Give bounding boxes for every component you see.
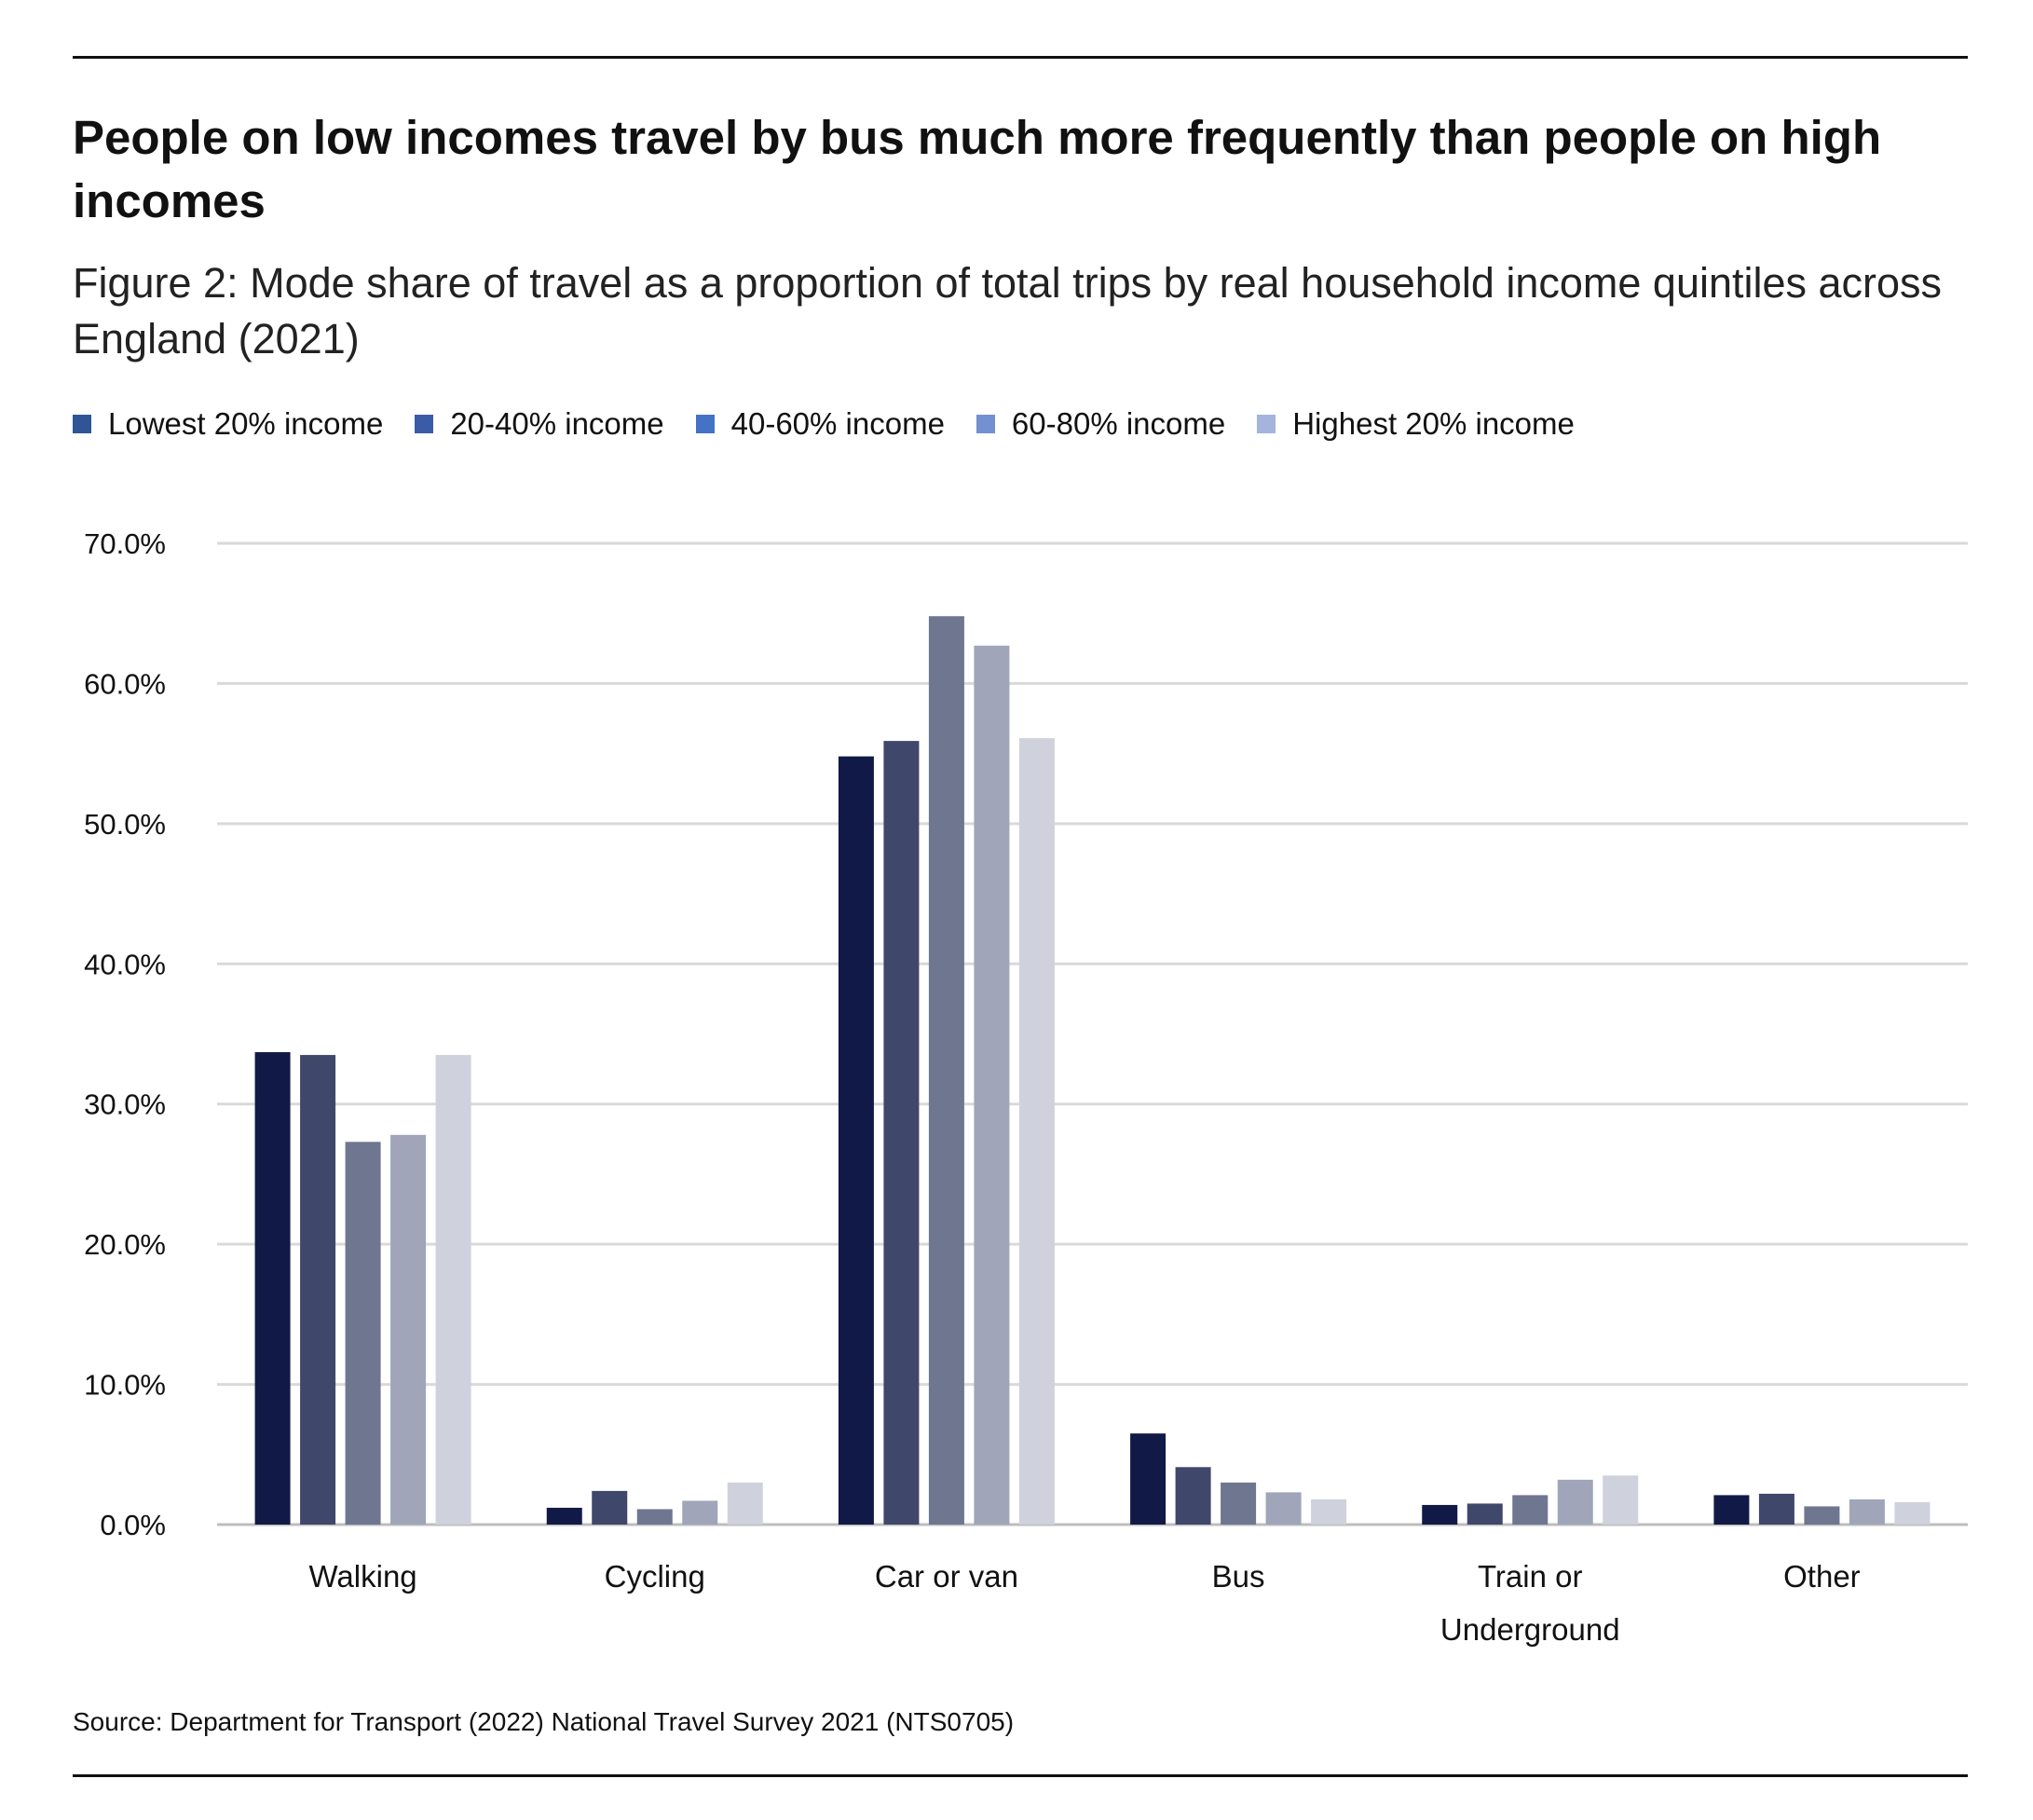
y-tick-label: 0.0% bbox=[100, 1509, 166, 1541]
y-tick-label: 20.0% bbox=[84, 1228, 166, 1261]
bar bbox=[390, 1134, 427, 1525]
y-tick-label: 50.0% bbox=[84, 808, 166, 841]
bar bbox=[546, 1507, 582, 1525]
x-category-label: Cycling bbox=[605, 1559, 705, 1594]
bar bbox=[682, 1500, 718, 1525]
y-tick-label: 40.0% bbox=[84, 948, 166, 980]
legend-label: Highest 20% income bbox=[1292, 406, 1575, 441]
bar bbox=[883, 741, 920, 1525]
y-tick-label: 10.0% bbox=[84, 1369, 166, 1402]
legend-label: 60-80% income bbox=[1011, 406, 1226, 441]
legend-item: 20-40% income bbox=[415, 406, 664, 442]
legend-item: Highest 20% income bbox=[1257, 406, 1575, 442]
bar bbox=[1467, 1503, 1503, 1525]
bar bbox=[1422, 1504, 1458, 1525]
bar bbox=[1557, 1479, 1593, 1525]
x-category-label: Car or van bbox=[875, 1559, 1018, 1594]
top-rule bbox=[73, 56, 1968, 59]
y-tick-label: 70.0% bbox=[84, 527, 166, 560]
bar bbox=[1713, 1495, 1750, 1525]
legend-swatch bbox=[976, 415, 995, 433]
bar bbox=[974, 645, 1010, 1525]
bar bbox=[727, 1482, 763, 1525]
bar bbox=[1603, 1475, 1639, 1525]
bottom-rule bbox=[73, 1774, 1968, 1777]
bar bbox=[1894, 1501, 1931, 1525]
x-category-label: Train or bbox=[1478, 1559, 1582, 1594]
bar bbox=[928, 616, 964, 1525]
legend-label: 40-60% income bbox=[730, 406, 945, 441]
legend-swatch bbox=[1257, 415, 1276, 433]
legend-label: Lowest 20% income bbox=[108, 406, 384, 441]
x-category-label: Walking bbox=[309, 1559, 417, 1594]
x-category-label: Other bbox=[1783, 1559, 1861, 1594]
bar-chart: 0.0% 10.0% 20.0% 30.0% 40.0% 50.0% 60.0% 70.0% W… bbox=[84, 527, 1968, 1647]
x-category-label: Underground bbox=[1440, 1612, 1620, 1647]
legend-item: Lowest 20% income bbox=[73, 406, 383, 442]
chart-subtitle: Figure 2: Mode share of travel as a prop… bbox=[73, 259, 1943, 363]
bar bbox=[1175, 1467, 1211, 1525]
bar bbox=[1130, 1433, 1167, 1525]
bar bbox=[1265, 1492, 1302, 1525]
x-category-label: Bus bbox=[1212, 1559, 1265, 1594]
bar bbox=[1804, 1506, 1840, 1525]
legend-item: 40-60% income bbox=[695, 406, 945, 442]
source-note: Source: Department for Transport (2022) … bbox=[73, 1707, 1015, 1736]
bar bbox=[1311, 1498, 1347, 1525]
bar bbox=[435, 1055, 471, 1525]
legend-swatch bbox=[73, 415, 91, 433]
legend-swatch bbox=[695, 415, 715, 433]
chart-title: People on low incomes travel by bus much… bbox=[73, 111, 1882, 227]
bar bbox=[1018, 738, 1055, 1525]
legend-swatch bbox=[415, 415, 434, 433]
bar bbox=[1512, 1495, 1549, 1525]
bar bbox=[1758, 1493, 1794, 1525]
bar bbox=[1221, 1482, 1257, 1525]
bar bbox=[300, 1055, 336, 1525]
legend: Lowest 20% income 20-40% income 40-60% inc… bbox=[73, 401, 1606, 447]
bar bbox=[1849, 1498, 1885, 1525]
bar bbox=[636, 1509, 673, 1525]
legend-label: 20-40% income bbox=[450, 406, 664, 441]
bar bbox=[838, 756, 874, 1525]
y-tick-label: 30.0% bbox=[84, 1088, 166, 1121]
y-tick-label: 60.0% bbox=[84, 667, 166, 700]
legend-item: 60-80% income bbox=[976, 406, 1225, 442]
bar bbox=[592, 1490, 628, 1525]
bar bbox=[345, 1142, 381, 1525]
bar bbox=[254, 1052, 291, 1525]
